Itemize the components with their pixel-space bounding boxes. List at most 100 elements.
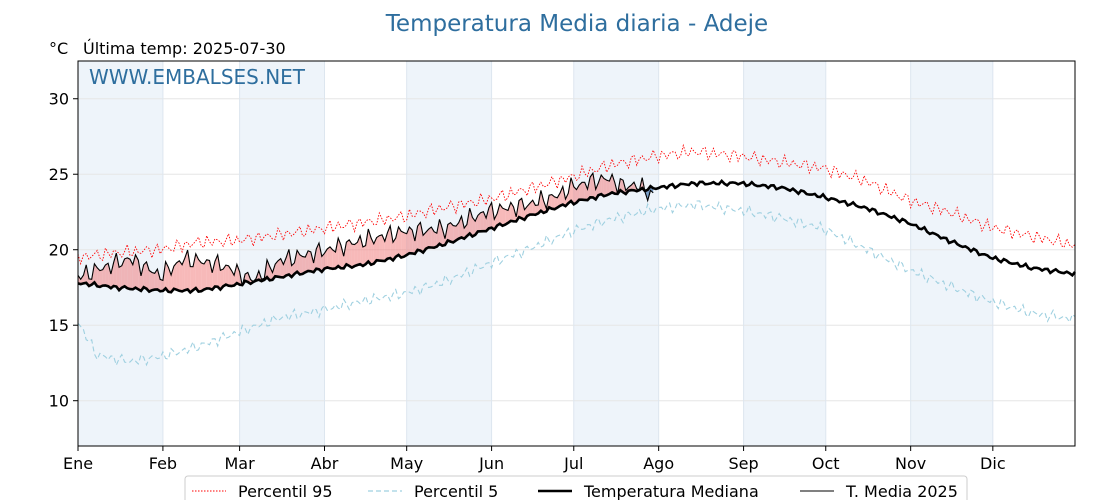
fill-above-median [151, 272, 155, 291]
x-axis: Ene Feb Mar Abr May Jun Jul Ago Sep Oct Nov Dic [63, 446, 1006, 473]
fill-above-median [349, 239, 352, 268]
fill-above-median [620, 178, 624, 193]
fill-above-median [130, 259, 133, 290]
fill-above-median [220, 269, 224, 290]
fill-above-median [499, 204, 503, 226]
fill-above-median [275, 260, 278, 277]
fill-above-median [581, 182, 585, 200]
fill-above-median [236, 264, 240, 285]
fill-above-median [417, 222, 421, 251]
fill-above-median [606, 180, 610, 196]
fill-above-median [338, 238, 341, 269]
fill-above-median [195, 253, 199, 292]
fill-above-median [143, 261, 147, 289]
fill-above-median [532, 200, 536, 215]
legend-label-current: T. Media 2025 [845, 482, 958, 500]
legend: Percentil 95 Percentil 5 Temperatura Media… [184, 475, 968, 500]
y-tick-label: 25 [49, 165, 69, 184]
series-percentil-95 [77, 143, 1076, 266]
fill-above-median [508, 202, 511, 223]
fill-above-median [395, 226, 399, 257]
fill-above-median [351, 244, 355, 268]
fill-above-median [217, 254, 221, 290]
month-band [573, 61, 659, 446]
month-band [239, 61, 325, 446]
month-band [406, 61, 492, 446]
fill-above-median [283, 257, 287, 278]
fill-above-median [182, 258, 185, 292]
fill-above-median [201, 262, 204, 292]
fill-above-median [631, 182, 635, 191]
fill-above-median [297, 250, 300, 275]
fill-above-median [510, 202, 514, 222]
y-tick-label: 15 [49, 316, 69, 335]
legend-label-p5: Percentil 5 [414, 482, 498, 500]
x-tick-label: Mar [225, 454, 256, 473]
fill-above-median [140, 264, 144, 291]
fill-above-median [529, 200, 533, 215]
fill-above-median [94, 263, 98, 287]
fill-above-median [447, 222, 451, 242]
fill-above-median [414, 226, 418, 254]
fill-above-median [299, 254, 303, 275]
fill-above-median [403, 232, 407, 257]
fill-above-median [179, 260, 183, 292]
fill-above-median [234, 264, 237, 286]
fill-above-median [365, 229, 369, 265]
plot-frame [77, 60, 1076, 447]
chart-title: Temperatura Media diaria - Adeje [385, 11, 768, 37]
fill-above-median [598, 175, 602, 196]
fill-above-median [277, 258, 281, 278]
last-temp-label: Última temp: 2025-07-30 [83, 39, 286, 58]
fill-above-median [521, 198, 525, 220]
fill-above-median [105, 263, 109, 287]
fill-above-median [97, 267, 100, 287]
legend-label-p95: Percentil 95 [238, 482, 333, 500]
fill-above-median [80, 275, 84, 285]
fill-above-median [124, 257, 128, 289]
fill-above-median [376, 235, 380, 261]
fill-above-median [228, 265, 232, 286]
fill-above-median [245, 272, 248, 282]
fill-above-median [409, 226, 413, 254]
x-tick-label: Ago [643, 454, 674, 473]
fill-above-median [324, 248, 328, 269]
fill-above-median [149, 270, 152, 292]
fill-above-median [601, 175, 604, 197]
fill-above-median [108, 263, 111, 289]
fill-above-median [436, 219, 440, 247]
fill-above-median [193, 253, 196, 291]
watermark: WWW.EMBALSES.NET [89, 65, 306, 89]
fill-above-median [486, 207, 489, 232]
fill-above-median [423, 232, 426, 253]
fill-above-median [354, 242, 358, 267]
fill-above-median [119, 265, 122, 291]
x-tick-label: Abr [311, 454, 339, 473]
fill-above-median [406, 226, 410, 255]
fill-above-median [316, 243, 320, 270]
fill-above-median [382, 234, 385, 262]
fill-above-median [497, 204, 500, 226]
fill-above-median [477, 212, 481, 232]
fill-above-median [160, 279, 163, 292]
fill-above-median [157, 269, 161, 292]
fill-above-median [294, 250, 298, 274]
x-tick-label: Ene [63, 454, 93, 473]
fill-above-median [329, 246, 333, 269]
fill-above-median [190, 266, 194, 293]
legend-box [184, 475, 968, 500]
fill-above-median [549, 194, 552, 209]
series-temperatura-mediana [77, 178, 1077, 295]
fill-above-median [308, 250, 311, 272]
series-percentil-5 [77, 200, 1076, 367]
fill-above-median [612, 174, 615, 194]
fill-above-median [387, 225, 391, 259]
x-tick-label: Jun [478, 454, 504, 473]
fill-above-median [431, 227, 435, 248]
fill-above-median [373, 237, 377, 264]
fill-above-median [203, 259, 207, 290]
series-t-media-2025 [77, 171, 654, 287]
fill-above-median [584, 182, 588, 201]
fill-above-median [420, 222, 424, 253]
